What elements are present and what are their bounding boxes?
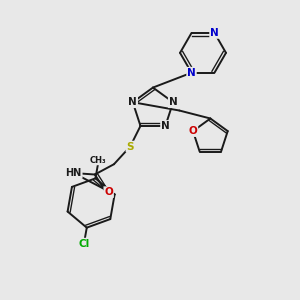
Text: Cl: Cl <box>78 238 90 249</box>
Text: O: O <box>104 187 113 197</box>
Text: CH₃: CH₃ <box>90 155 106 164</box>
Text: N: N <box>169 97 178 107</box>
Text: S: S <box>126 142 134 152</box>
Text: N: N <box>210 28 219 38</box>
Text: HN: HN <box>65 168 82 178</box>
Text: N: N <box>128 97 137 107</box>
Text: N: N <box>161 121 170 131</box>
Text: N: N <box>187 68 196 78</box>
Text: O: O <box>189 126 197 136</box>
